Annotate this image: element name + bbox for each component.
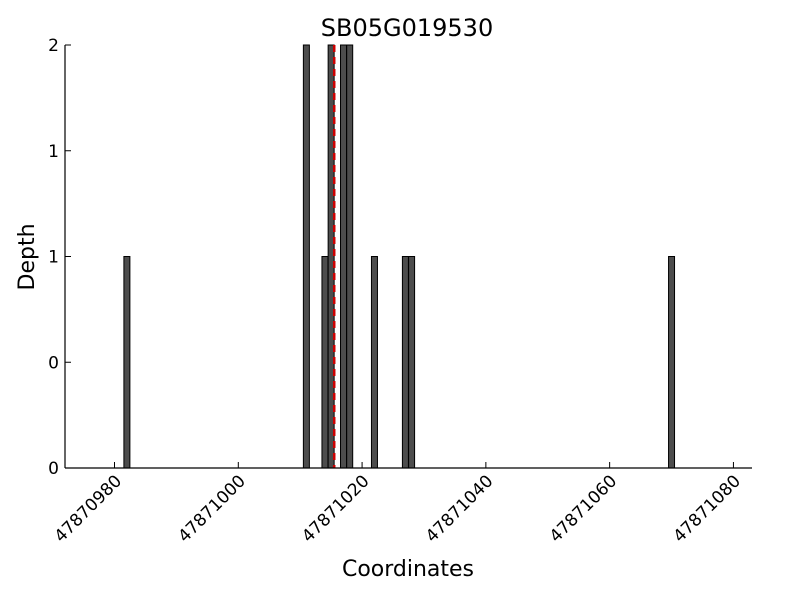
depth-bar: [370, 256, 378, 469]
depth-bar: [302, 44, 310, 469]
depth-bar: [668, 256, 676, 469]
x-tick-label: 47871020: [298, 471, 373, 546]
x-axis-label: Coordinates: [342, 557, 474, 582]
depth-bar: [408, 256, 416, 469]
y-axis-label: Depth: [15, 223, 40, 290]
depth-bar: [321, 256, 329, 469]
bars-group: [123, 44, 676, 469]
x-tick-label: 47871060: [546, 471, 621, 546]
depth-bar: [401, 256, 409, 469]
y-ticks-group: 0 0 1 1 2: [48, 36, 71, 479]
y-tick-label: 0: [48, 459, 59, 479]
y-tick-label: 2: [48, 36, 59, 56]
x-tick-label: 47871000: [175, 471, 250, 546]
x-ticks-group: 47870980 47871000 47871020 47871040 47871060…: [51, 462, 745, 547]
depth-bar: [346, 44, 354, 469]
x-tick-label: 47871040: [422, 471, 497, 546]
x-tick-label: 47870980: [51, 471, 126, 546]
x-tick-label: 47871080: [670, 471, 745, 546]
y-tick-label: 1: [48, 142, 59, 162]
depth-bar: [340, 44, 348, 469]
chart-title: SB05G019530: [321, 14, 493, 42]
y-tick-label: 1: [48, 248, 59, 268]
depth-bar: [123, 256, 131, 469]
y-tick-label: 0: [48, 353, 59, 373]
